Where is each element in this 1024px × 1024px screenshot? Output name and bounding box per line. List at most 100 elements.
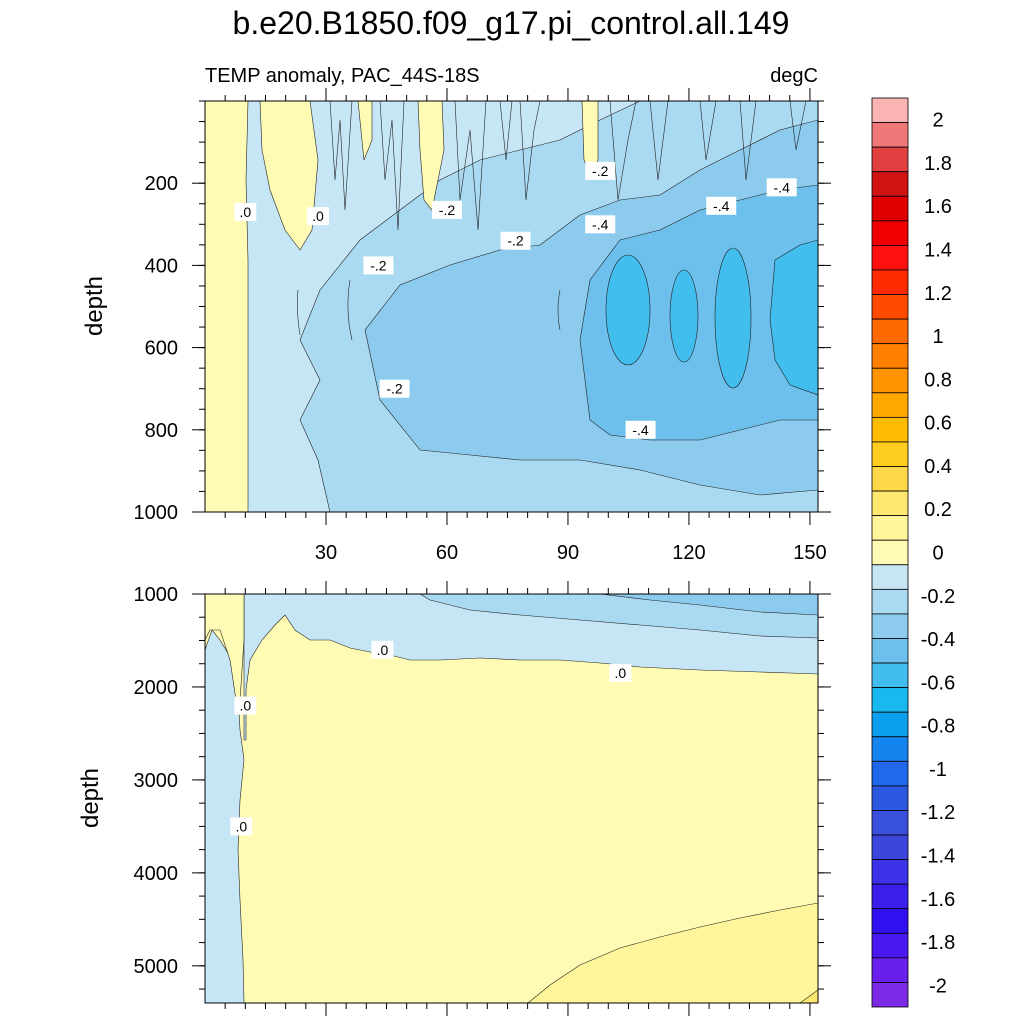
colorbar-label: -0.4 (921, 629, 955, 651)
colorbar-swatch (871, 416, 909, 443)
contour-label: -.4 (625, 420, 656, 439)
colorbar-swatch (871, 613, 909, 639)
chart-subtitle-right: degC (770, 65, 818, 87)
lower-contour-labels: .0 .0 .0 .0 (230, 640, 632, 836)
colorbar-label: -1.2 (921, 802, 955, 824)
colorbar-label: -0.6 (921, 672, 955, 694)
y-tick-label: 4000 (134, 863, 179, 885)
colorbar-swatch (871, 588, 909, 615)
colorbar-swatch (871, 318, 909, 345)
contour-label-bg (585, 215, 616, 234)
contour-label-bg (306, 207, 329, 226)
contour-label-text: -.2 (386, 381, 403, 397)
chart-subtitle-left: TEMP anomaly, PAC_44S-18S (205, 65, 480, 87)
colorbar-swatch (871, 515, 909, 541)
colorbar-label: -0.2 (921, 586, 955, 608)
y-tick-label: 800 (145, 420, 178, 442)
colorbar-swatch (871, 932, 909, 959)
contour-label-bg (363, 256, 394, 275)
colorbar-label: 1 (932, 326, 943, 348)
x-tick-label: 150 (793, 542, 826, 564)
upper-region-pos-blob4 (357, 101, 373, 161)
colorbar-swatch (871, 195, 909, 222)
contour-label-text: -.2 (370, 257, 387, 273)
contour-label-text: -.4 (592, 216, 609, 232)
contour-label-bg (230, 817, 253, 836)
upper-region-pos-left (205, 101, 249, 512)
upper-core-1 (605, 254, 651, 366)
contour-label: -.2 (363, 256, 394, 275)
colorbar-label: 1.4 (924, 240, 952, 262)
colorbar-label: -1.4 (921, 846, 955, 868)
lower-axis-ticks: 1000 2000 3000 4000 5000 (134, 581, 831, 1016)
colorbar-swatch (871, 441, 909, 467)
lower-region-bottom-pos (527, 902, 818, 1003)
colorbar-swatch (871, 760, 909, 787)
colorbar-swatch (871, 269, 909, 295)
contour-label: -.2 (585, 161, 616, 180)
upper-axis-ticks: 30 60 90 120 150 200 400 600 800 1000 (134, 88, 831, 564)
y-tick-label: 200 (145, 173, 178, 195)
contour-label-text: .0 (239, 204, 251, 220)
colorbar-swatch (871, 171, 909, 197)
contour-label-bg (379, 379, 410, 398)
upper-ylabel: depth (81, 276, 108, 336)
contour-label-bg (585, 161, 616, 180)
colorbar-swatch (871, 245, 909, 271)
contour-label-text: .0 (377, 642, 389, 658)
colorbar: 2 1.8 1.6 1.4 1.2 1 0.8 0.6 0.4 0.2 0 -0.2 -0.4 -0.6 -… (871, 97, 955, 1008)
x-tick-label: 60 (436, 542, 458, 564)
contour-label-text: .0 (235, 818, 247, 834)
lower-region-left-pos (205, 594, 245, 701)
contour-label-text: -.4 (632, 422, 649, 438)
colorbar-swatch (871, 687, 909, 713)
colorbar-swatch (871, 834, 909, 860)
contour-label: -.4 (706, 196, 737, 215)
upper-region-pos-blob1 (259, 101, 319, 251)
contour-label-bg (234, 696, 257, 715)
lower-region-bottom-corner (799, 989, 818, 1003)
colorbar-label: -2 (929, 975, 947, 997)
contour-label: -.4 (766, 178, 797, 197)
colorbar-swatch (871, 957, 909, 983)
colorbar-label: 2 (932, 110, 943, 132)
colorbar-label: 0.6 (924, 413, 952, 435)
contour-label: .0 (609, 664, 632, 683)
colorbar-swatch (871, 466, 909, 492)
contour-label-bg (431, 200, 462, 219)
contour-label: .0 (234, 696, 257, 715)
upper-surface-contours (329, 101, 807, 231)
colorbar-swatch (871, 662, 909, 689)
colorbar-label: 1.6 (924, 196, 952, 218)
contour-label-text: .0 (615, 665, 627, 681)
upper-contour-labels: .0 .0 -.2 -.2 -.2 -.2 -.4 -.4 -.4 -.2 -.4 (234, 161, 797, 439)
y-tick-label: 3000 (134, 770, 179, 792)
upper-panel: depth 30 60 90 120 150 200 400 600 800 1000 .0 .0 -… (81, 88, 831, 564)
contour-label-text: .0 (239, 698, 251, 714)
lower-region-upper-neg04 (599, 594, 818, 616)
upper-core-2 (669, 269, 699, 363)
lower-region-left-neg (205, 629, 245, 1003)
colorbar-swatch (871, 146, 909, 173)
contour-label-text: -.4 (774, 179, 791, 195)
lower-panel: depth 1000 2000 3000 4000 5000 .0 .0 .0 .0 (77, 581, 831, 1016)
y-tick-label: 5000 (134, 956, 179, 978)
colorbar-swatch (871, 736, 909, 762)
y-tick-label: 1000 (134, 502, 179, 524)
contour-label-bg (371, 640, 394, 659)
contour-label-text: -.4 (713, 198, 730, 214)
contour-label-bg (234, 202, 257, 221)
colorbar-label: 1.2 (924, 283, 952, 305)
contour-label: .0 (306, 207, 329, 226)
y-tick-label: 1000 (134, 584, 179, 606)
colorbar-label: -0.8 (921, 716, 955, 738)
colorbar-swatch (871, 220, 909, 246)
chart-title: b.e20.B1850.f09_g17.pi_control.all.149 (233, 5, 790, 41)
contour-label-text: .0 (312, 208, 324, 224)
contour-label-text: -.2 (592, 163, 609, 179)
colorbar-label: -1 (929, 759, 947, 781)
contour-label-bg (766, 178, 797, 197)
colorbar-label: -1.8 (921, 932, 955, 954)
contour-label: -.2 (379, 379, 410, 398)
colorbar-swatch (871, 367, 909, 394)
